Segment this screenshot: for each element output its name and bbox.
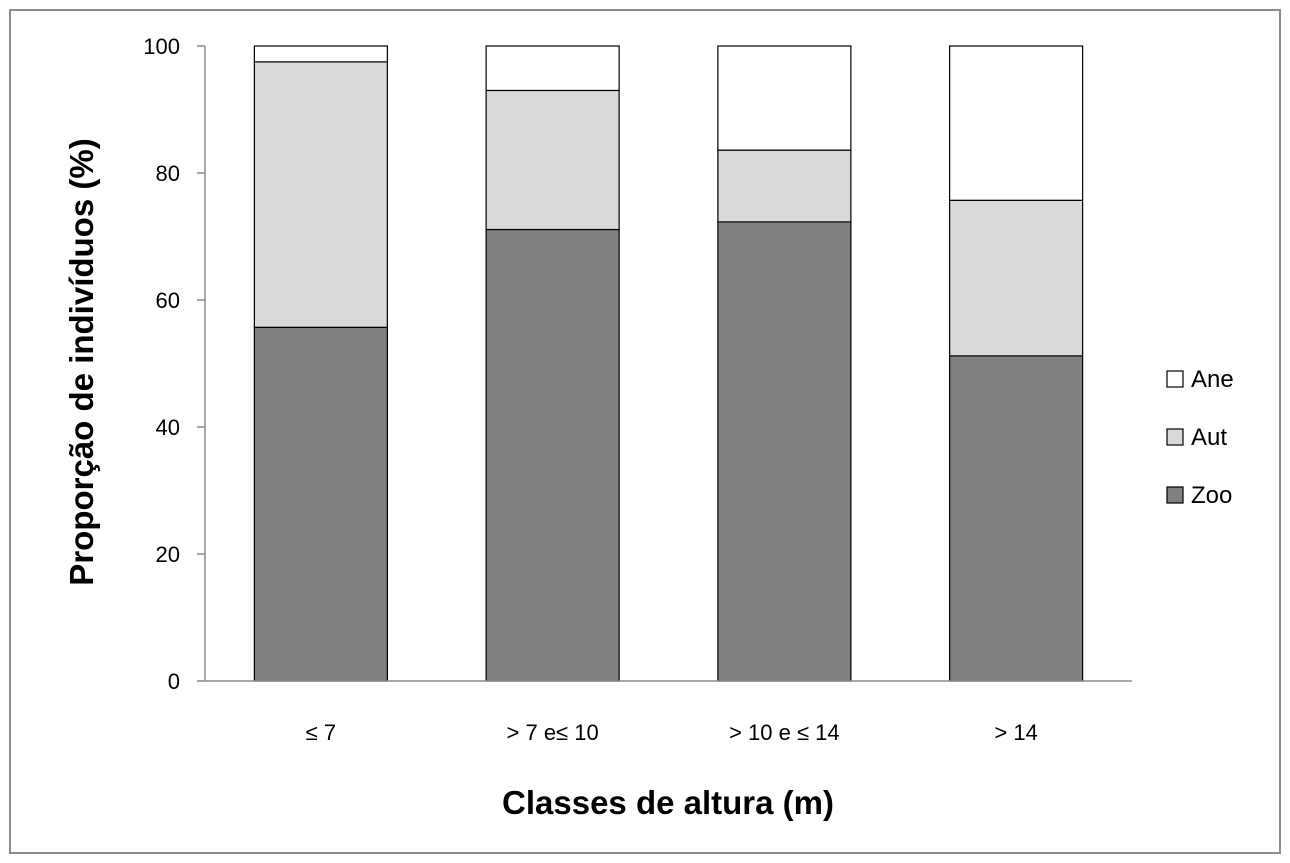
- y-ticks: 0 20 40 60 80 100: [143, 34, 205, 694]
- x-tick-label-2: > 7 e≤ 10: [507, 720, 599, 745]
- legend-swatch-aut: [1166, 428, 1184, 446]
- bar-ane-4: [949, 45, 1084, 201]
- y-tick-label-60: 60: [156, 288, 180, 313]
- legend-label-aut: Aut: [1191, 424, 1227, 451]
- bar-aut-4: [949, 199, 1084, 357]
- y-tick-label-0: 0: [168, 669, 180, 694]
- x-ticks: ≤ 7 > 7 e≤ 10 > 10 e ≤ 14 > 14: [306, 720, 1038, 745]
- x-tick-label-1: ≤ 7: [306, 720, 336, 745]
- y-axis-title: Proporção de indivíduos (%): [63, 138, 100, 585]
- x-tick-label-3: > 10 e ≤ 14: [729, 720, 840, 745]
- bar-aut-3: [717, 149, 852, 223]
- x-tick-label-4: > 14: [994, 720, 1037, 745]
- axes-layer: [204, 46, 1132, 682]
- x-axis-title: Classes de altura (m): [502, 784, 834, 821]
- bar-zoo-3: [717, 221, 852, 682]
- legend-swatch-ane: [1166, 370, 1184, 388]
- bar-ane-2: [485, 45, 620, 92]
- legend-label-zoo: Zoo: [1191, 482, 1232, 509]
- bar-zoo-1: [253, 326, 388, 682]
- bar-zoo-4: [949, 355, 1084, 682]
- bars-layer: [253, 45, 1084, 682]
- bar-ane-1: [253, 45, 388, 63]
- y-tick-label-40: 40: [156, 415, 180, 440]
- y-tick-label-20: 20: [156, 542, 180, 567]
- bar-zoo-2: [485, 228, 620, 682]
- legend: Ane Aut Zoo: [1166, 366, 1234, 509]
- bar-aut-1: [253, 61, 388, 328]
- y-tick-label-100: 100: [143, 34, 180, 59]
- bar-ane-3: [717, 45, 852, 151]
- y-tick-label-80: 80: [156, 161, 180, 186]
- bar-aut-2: [485, 89, 620, 231]
- legend-swatch-zoo: [1166, 486, 1184, 504]
- legend-label-ane: Ane: [1191, 366, 1234, 393]
